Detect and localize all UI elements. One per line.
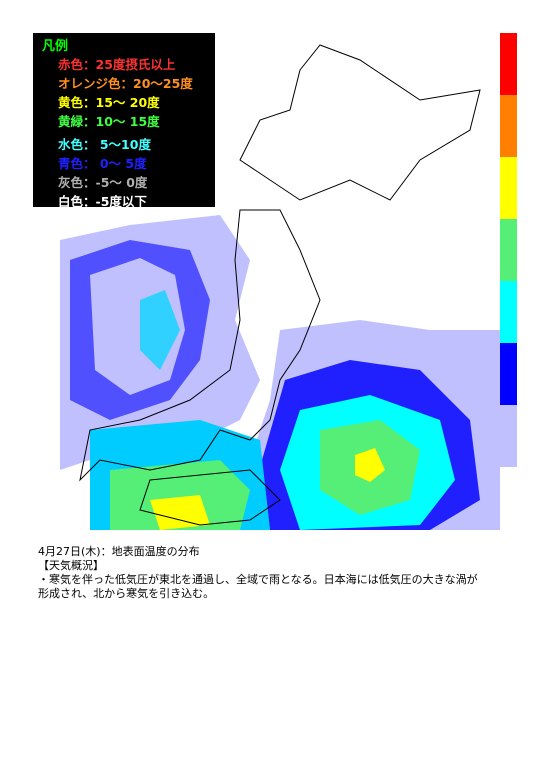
legend-item: 黄色：15～ 20度	[58, 95, 160, 110]
legend-title: 凡例	[42, 38, 68, 54]
temperature-field	[60, 215, 500, 530]
colorbar-segment	[500, 219, 517, 281]
caption-date: 4月27日(木)：地表面温度の分布	[38, 545, 200, 558]
legend-item: オレンジ色：20～25度	[58, 76, 193, 91]
legend-item: 赤色：25度摂氏以上	[58, 57, 176, 72]
legend-box	[33, 33, 215, 207]
coastline	[79, 44, 481, 526]
caption-heading: 【天気概況】	[38, 559, 104, 572]
colorbar-segment	[500, 95, 517, 157]
caption-line: ・寒気を伴った低気圧が東北を通過し、全域で雨となる。日本海には低気圧の大きな渦が	[38, 573, 478, 586]
colorbar-segment	[500, 33, 517, 95]
colorbar-segment	[500, 281, 517, 343]
colorbar-segment	[500, 405, 517, 467]
legend-item: 水色： 5～10度	[58, 137, 151, 152]
legend-item: 灰色：-5～ 0度	[58, 175, 148, 190]
colorbar-segment	[500, 343, 517, 405]
legend-item: 黄緑：10～ 15度	[58, 114, 160, 129]
colorbar-segment	[500, 157, 517, 219]
legend-item: 白色：-5度以下	[58, 194, 147, 209]
legend-item: 青色： 0～ 5度	[58, 156, 147, 171]
colorbar	[500, 33, 517, 467]
caption-line: 形成され、北から寒気を引き込む。	[38, 587, 215, 600]
